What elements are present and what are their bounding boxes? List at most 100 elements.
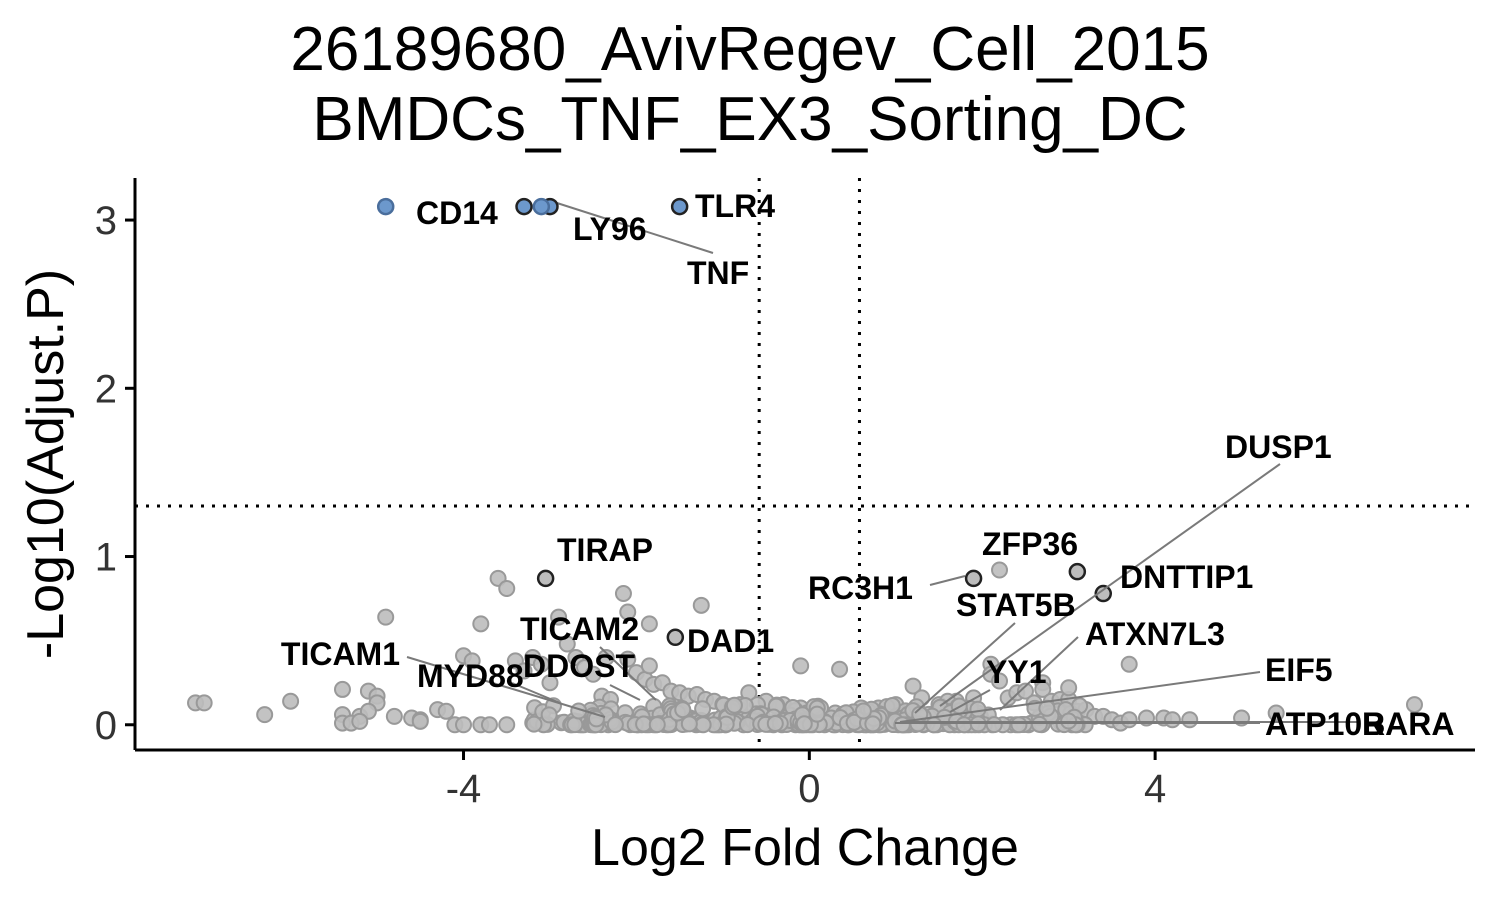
- gene-label-ddost: DDOST: [523, 648, 635, 684]
- background-point: [597, 648, 615, 666]
- background-point: [1181, 711, 1199, 729]
- significant-point: [532, 197, 551, 216]
- gene-label-yy1: YY1: [986, 654, 1046, 690]
- background-point: [463, 652, 481, 670]
- gene-label-ticam1: TICAM1: [281, 636, 400, 672]
- y-tick-label: 0: [95, 704, 117, 748]
- background-point: [480, 716, 498, 734]
- background-point: [385, 707, 403, 725]
- background-point: [541, 674, 559, 692]
- background-point: [1267, 704, 1285, 722]
- background-point: [455, 716, 473, 734]
- background-point: [680, 715, 698, 733]
- background-point: [985, 716, 1003, 734]
- background-point: [792, 657, 810, 675]
- background-point: [694, 716, 712, 734]
- labeled-point: [1068, 562, 1087, 581]
- background-point: [411, 712, 429, 730]
- y-tick-label: 2: [95, 367, 117, 411]
- background-point: [692, 596, 710, 614]
- label-leader-line: [914, 622, 1016, 714]
- label-leader-line: [939, 463, 1281, 707]
- background-point: [766, 714, 784, 732]
- label-leader-line: [949, 689, 991, 713]
- background-point: [584, 665, 602, 683]
- background-point: [525, 715, 543, 733]
- background-point: [694, 700, 712, 718]
- background-point: [333, 680, 351, 698]
- background-point: [1405, 696, 1423, 714]
- label-leader-line: [599, 646, 657, 701]
- background-point: [893, 716, 911, 734]
- gene-label-ly96: LY96: [573, 211, 647, 247]
- background-point: [991, 672, 1009, 690]
- background-point: [864, 715, 882, 733]
- significant-point: [670, 197, 689, 216]
- label-leader-line: [929, 575, 966, 586]
- chart-title-line-1: 26189680_AvivRegev_Cell_2015: [290, 15, 1210, 84]
- background-point: [640, 657, 658, 675]
- significant-point: [376, 197, 395, 216]
- label-leader-line: [609, 684, 641, 701]
- background-point: [282, 692, 300, 710]
- label-leader-line: [406, 656, 606, 718]
- gene-label-stat5b: STAT5B: [956, 587, 1076, 623]
- background-point: [472, 615, 490, 633]
- background-point: [498, 716, 516, 734]
- labeled-point: [536, 569, 555, 588]
- background-point: [1016, 682, 1034, 700]
- label-leader-line: [511, 682, 561, 704]
- gene-label-atxn7l3: ATXN7L3: [1085, 616, 1225, 652]
- gene-label-tnf: TNF: [687, 255, 749, 291]
- background-point: [674, 701, 692, 719]
- background-point: [437, 702, 455, 720]
- gene-label-dusp1: DUSP1: [1225, 429, 1332, 465]
- background-point: [1030, 715, 1048, 733]
- background-point: [1060, 679, 1078, 697]
- background-point: [558, 635, 576, 653]
- gene-label-tirap: TIRAP: [557, 532, 653, 568]
- gene-label-rc3h1: RC3H1: [808, 570, 913, 606]
- x-tick-label: -4: [446, 767, 482, 811]
- background-point: [969, 700, 987, 718]
- background-point: [1120, 655, 1138, 673]
- gene-label-atp10b: ATP10B: [1265, 706, 1385, 742]
- background-point: [854, 702, 872, 720]
- background-point: [648, 716, 666, 734]
- gene-label-dad1: DAD1: [687, 623, 774, 659]
- gene-label-cd14: CD14: [416, 195, 498, 231]
- background-point: [1034, 680, 1052, 698]
- background-point: [883, 696, 901, 714]
- background-point: [256, 706, 274, 724]
- labeled-point: [1094, 584, 1113, 603]
- background-point: [377, 608, 395, 626]
- background-point: [925, 716, 943, 734]
- y-tick-label: 3: [95, 199, 117, 243]
- background-point: [195, 694, 213, 712]
- labeled-point: [964, 569, 983, 588]
- background-point: [808, 705, 826, 723]
- gene-label-rara: RARA: [1362, 706, 1454, 742]
- significant-point: [515, 197, 533, 216]
- background-point: [831, 660, 849, 678]
- label-leader-line: [899, 671, 1261, 723]
- background-point: [498, 579, 516, 597]
- background-point: [640, 615, 658, 633]
- background-point: [1010, 716, 1028, 734]
- label-leader-line: [556, 202, 714, 254]
- background-point: [550, 608, 568, 626]
- chart-title-line-2: BMDCs_TNF_EX3_Sorting_DC: [312, 85, 1188, 154]
- x-tick-label: 4: [1144, 767, 1166, 811]
- background-point: [955, 716, 973, 734]
- background-point: [619, 650, 637, 668]
- gene-label-myd88: MYD88: [417, 658, 524, 694]
- labeled-point: [666, 628, 685, 647]
- background-point: [614, 585, 632, 603]
- gene-label-zfp36: ZFP36: [982, 526, 1078, 562]
- gene-label-dnttip1: DNTTIP1: [1120, 559, 1253, 595]
- x-tick-label: 0: [798, 767, 820, 811]
- background-point: [991, 561, 1009, 579]
- gene-label-eif5: EIF5: [1265, 652, 1333, 688]
- background-point: [606, 716, 624, 734]
